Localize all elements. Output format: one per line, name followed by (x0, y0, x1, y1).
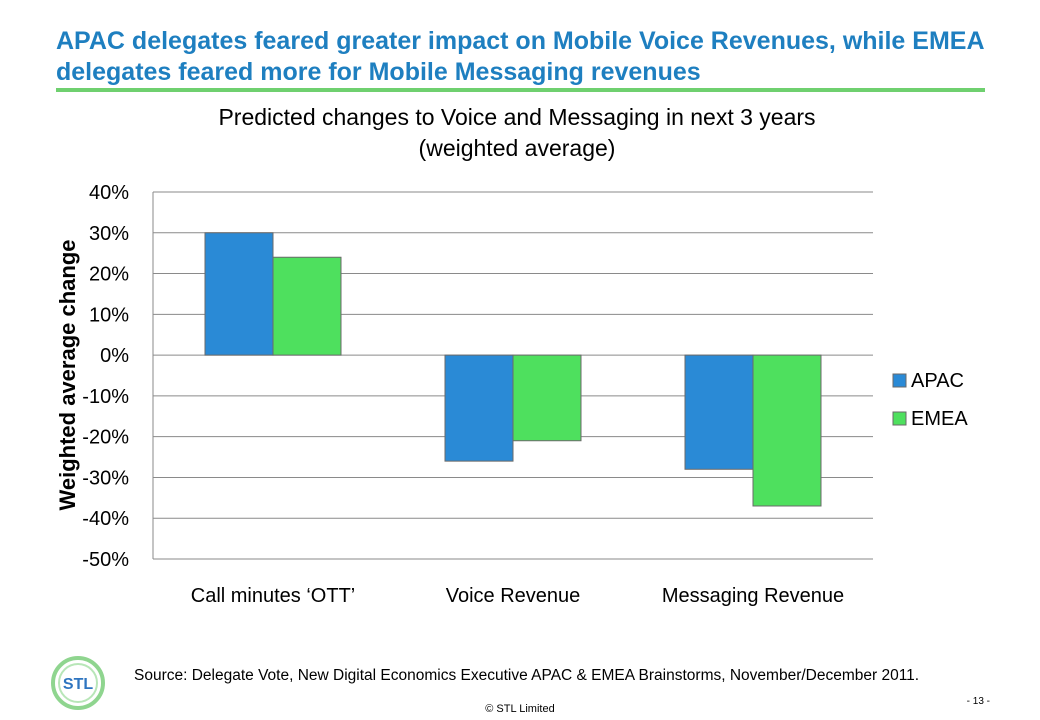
source-note: Source: Delegate Vote, New Digital Econo… (134, 667, 920, 684)
category-label: Voice Revenue (446, 585, 581, 607)
bar-apac (684, 354, 754, 470)
category-label: Call minutes ‘OTT’ (191, 585, 355, 607)
y-tick-label: -20% (82, 427, 129, 449)
legend-swatch (892, 411, 907, 426)
bar-emea (512, 354, 582, 442)
page-number: - 13 - (966, 696, 990, 707)
bar-emea (272, 256, 342, 356)
copyright: © STL Limited (485, 703, 555, 715)
y-tick-label: -30% (82, 467, 129, 489)
y-tick-label: 20% (89, 264, 129, 286)
bar-apac (444, 354, 514, 462)
bar-apac (204, 232, 274, 356)
y-tick-label: 30% (89, 223, 129, 245)
y-tick-label: 10% (89, 304, 129, 326)
y-tick-label: -10% (82, 386, 129, 408)
stl-logo: STL (51, 656, 105, 710)
legend-swatch (892, 373, 907, 388)
title-divider (56, 88, 985, 92)
chart-subtitle: (weighted average) (419, 135, 616, 161)
y-tick-label: -50% (82, 549, 129, 571)
y-axis-label: Weighted average change (55, 239, 80, 510)
category-label: Messaging Revenue (662, 585, 844, 607)
slide-title: APAC delegates feared greater impact on … (56, 27, 984, 86)
bar-emea (752, 354, 822, 507)
category-labels: Call minutes ‘OTT’ Voice Revenue Messaging… (191, 585, 844, 607)
legend-label: APAC (911, 370, 964, 392)
y-tick-label: -40% (82, 508, 129, 530)
y-tick-label: 40% (89, 182, 129, 204)
legend-label: EMEA (911, 408, 968, 430)
logo-text: STL (63, 676, 93, 693)
y-axis-ticks: 40% 30% 20% 10% 0% -10% -20% -30% -40% -50% (82, 182, 129, 571)
bar-chart: Predicted changes to Voice and Messaging… (55, 104, 968, 607)
y-tick-label: 0% (100, 345, 129, 367)
legend: APAC EMEA (892, 370, 968, 430)
chart-title: Predicted changes to Voice and Messaging… (218, 104, 815, 130)
bar-series (204, 232, 822, 507)
